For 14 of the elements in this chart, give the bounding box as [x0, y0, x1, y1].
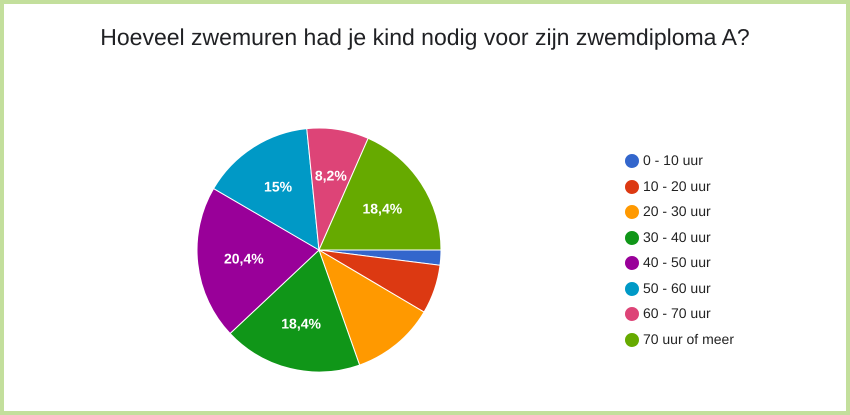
- data-label: 15%: [264, 178, 293, 194]
- legend-label: 40 - 50 uur: [642, 254, 711, 270]
- legend-label: 10 - 20 uur: [642, 178, 711, 194]
- data-label: 20,4%: [224, 250, 264, 267]
- legend-label: 20 - 30 uur: [642, 203, 711, 219]
- data-label: 18,4%: [281, 315, 322, 332]
- chart-title: Hoeveel zwemuren had je kind nodig voor zijn zwemdiploma A?: [99, 24, 751, 52]
- legend-label: 70 uur of meer: [642, 330, 734, 346]
- legend-label: 0 - 10 uur: [642, 152, 703, 168]
- data-label: 8,2%: [314, 167, 348, 184]
- legend-label: 30 - 40 uur: [642, 228, 711, 244]
- data-label: 18,4%: [362, 200, 403, 217]
- legend-label: 60 - 70 uur: [642, 305, 711, 321]
- legend-label: 50 - 60 uur: [642, 280, 711, 296]
